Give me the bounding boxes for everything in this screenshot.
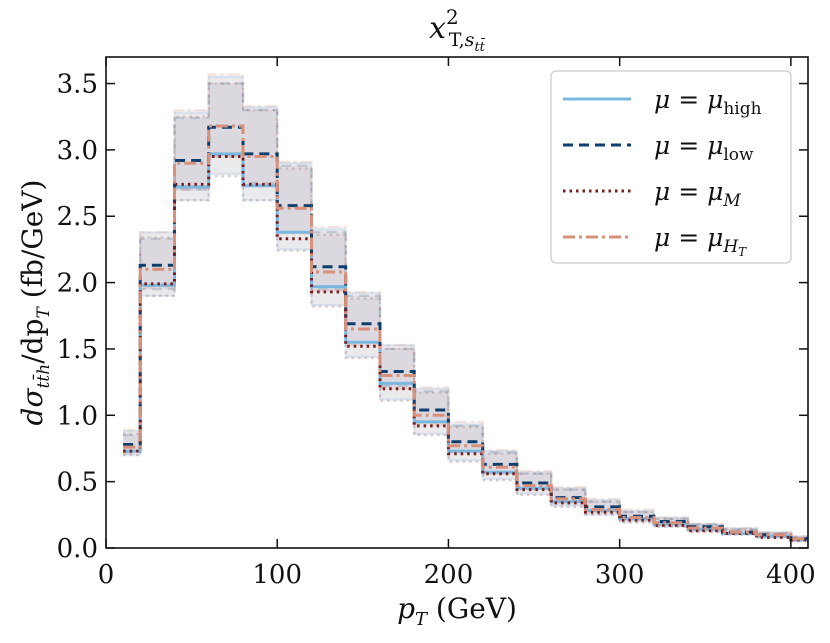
- band-1-bin-8: [380, 348, 415, 387]
- x-tick-label-100: 100: [252, 560, 302, 590]
- legend-label-2: μ = μM: [654, 177, 741, 211]
- band-3-bin-5: [277, 161, 312, 234]
- band-upper-edge-3: [123, 73, 808, 538]
- band-1-bin-4: [243, 110, 278, 184]
- y-tick-label-0.5: 0.5: [57, 468, 98, 498]
- band-3-bin-0: [123, 429, 141, 453]
- band-3-bin-7: [345, 291, 380, 345]
- y-tick-label-2: 2.0: [57, 269, 98, 299]
- series-lines: [123, 124, 808, 542]
- y-tick-label-1.5: 1.5: [57, 335, 98, 365]
- x-tick-label-400: 400: [766, 560, 816, 590]
- plot-frame: [105, 56, 809, 549]
- band-3-bin-2: [174, 110, 209, 190]
- x-axis-label: pT (GeV): [397, 592, 517, 630]
- band-1-bin-13: [551, 489, 586, 502]
- x-tick-label-200: 200: [424, 560, 474, 590]
- axis-ticks: 0 100 200 300 400 0.0 0.5 1.0 1.5 2.0 2.5 3.0 3.5: [57, 57, 816, 590]
- band-3-bin-11: [482, 449, 517, 474]
- series-line-3: [123, 124, 808, 541]
- band-3-bin-10: [448, 421, 483, 453]
- band-upper-edge-0: [123, 75, 808, 538]
- legend-label-0: μ = μhigh: [654, 85, 762, 119]
- band-1-bin-5: [277, 165, 312, 233]
- band-1-bin-6: [311, 232, 346, 290]
- band-3-bin-1: [140, 232, 175, 288]
- band-1-bin-2: [174, 118, 209, 190]
- legend: μ = μhigh μ = μlow μ = μM μ = μHT: [550, 70, 792, 264]
- band-3-bin-9: [414, 387, 449, 425]
- band-3-bin-6: [311, 226, 346, 291]
- band-3-bin-8: [380, 345, 415, 389]
- legend-box: [550, 70, 792, 264]
- band-2-bin-3: [208, 83, 243, 177]
- y-tick-label-0: 0.0: [57, 534, 98, 564]
- x-tick-label-300: 300: [595, 560, 645, 590]
- band-1-bin-7: [345, 295, 380, 343]
- y-tick-label-1: 1.0: [57, 401, 98, 431]
- legend-label-3: μ = μHT: [654, 223, 747, 259]
- chart-title: x2 T,stt̄: [429, 5, 486, 55]
- y-axis-label: dσtt̄h/dpT (fb/GeV): [16, 180, 54, 426]
- band-1-bin-3: [208, 83, 243, 157]
- band-upper-edge-1: [123, 82, 808, 539]
- x-tick-label-0: 0: [98, 560, 115, 590]
- band-3-bin-4: [243, 106, 278, 185]
- y-tick-label-2.5: 2.5: [57, 202, 98, 232]
- y-tick-label-3: 3.0: [57, 136, 98, 166]
- band-1-bin-9: [414, 391, 449, 422]
- band-3-bin-3: [208, 74, 243, 156]
- legend-label-1: μ = μlow: [654, 131, 754, 165]
- y-tick-label-3.5: 3.5: [57, 70, 98, 100]
